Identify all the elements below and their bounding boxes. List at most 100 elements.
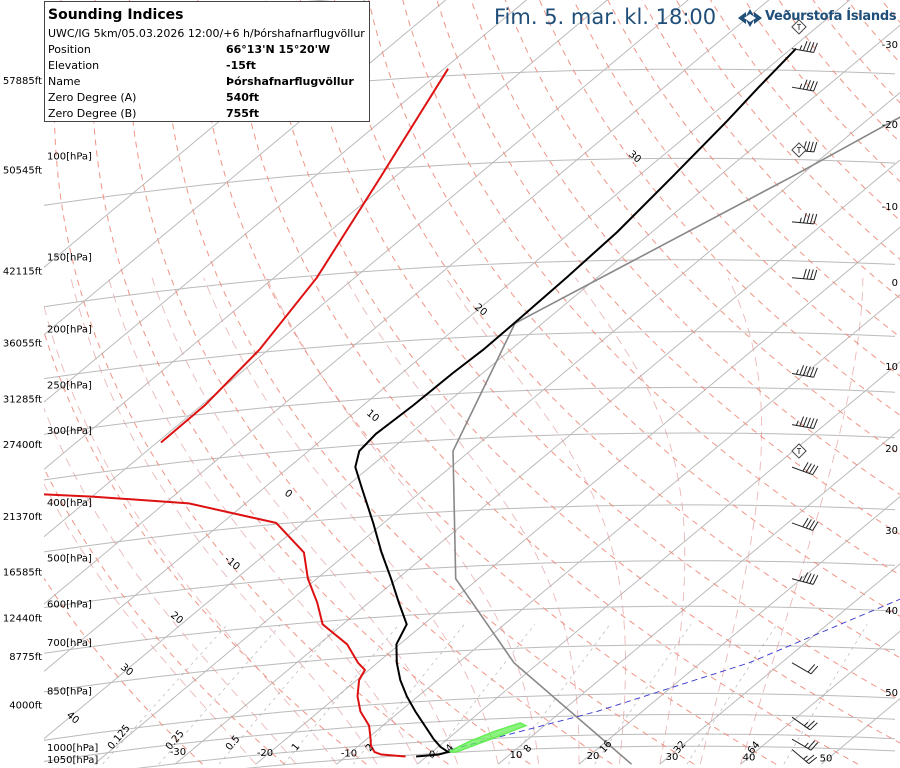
wind-barb-feather	[806, 720, 815, 729]
isotherm-label-right: -20	[882, 120, 898, 131]
indices-key: Elevation	[48, 59, 100, 72]
inline-temperature-label: 30	[118, 662, 135, 679]
wind-barb-staff	[791, 372, 814, 378]
wind-barb	[791, 749, 818, 765]
inline-temperature-label: 0	[282, 488, 294, 501]
moist-adiabat-line	[345, 277, 580, 765]
wind-barb-staff	[791, 522, 813, 531]
sounding-indices-panel: Sounding Indices UWC/IG 5km/05.03.2026 1…	[44, 1, 370, 122]
isotherm-line	[578, 496, 900, 765]
indices-title: Sounding Indices	[48, 7, 184, 23]
wind-barb-half-feather	[799, 575, 803, 582]
isobar-line	[44, 386, 896, 435]
altitude-label: 42115ft	[3, 267, 42, 278]
wind-barb-feather	[812, 521, 819, 531]
pressure-label: 1000[hPa]	[47, 743, 98, 754]
wind-barb	[791, 716, 818, 731]
inline-temperature-label: 30	[626, 149, 643, 166]
indices-value: 540ft	[226, 91, 260, 104]
wind-barb-staff	[791, 578, 814, 585]
wind-barb-staff	[791, 716, 811, 731]
wind-barb	[791, 40, 818, 53]
wind-barb-half-feather	[795, 420, 799, 426]
wind-barb-feather	[802, 79, 808, 90]
icing-marker	[791, 19, 807, 35]
wind-barb-feather	[802, 517, 809, 528]
mixing-ratio-line	[102, 624, 228, 765]
isobar-line	[244, 745, 896, 768]
isobar-line	[44, 692, 896, 741]
wind-barb-half-feather	[799, 83, 803, 89]
isotherm-line	[44, 0, 689, 538]
dry-adiabat-line	[299, 0, 900, 701]
cape-area	[447, 722, 528, 753]
wind-barb	[791, 79, 818, 92]
isobar-line	[44, 331, 896, 380]
mixing-ratio-line	[686, 624, 778, 765]
moist-adiabat-line	[44, 482, 257, 765]
mixing-ratio-line	[507, 624, 611, 765]
wind-barb-feather	[810, 742, 819, 751]
wind-barb-half-feather	[799, 217, 802, 223]
icing-marker	[791, 443, 807, 459]
wind-barb-feather	[808, 520, 816, 530]
wind-barb-half-feather	[799, 45, 803, 51]
altitude-label: 50545ft	[3, 165, 42, 176]
dry-adiabat-line	[333, 0, 900, 659]
isotherm-label-bottom: -10	[341, 749, 357, 760]
moist-adiabat-line	[44, 304, 337, 765]
wind-barb	[791, 268, 818, 281]
wind-barb-feather	[812, 465, 819, 475]
wind-barb-half-feather	[803, 721, 809, 727]
wind-barb-feather	[806, 41, 811, 52]
wind-barb-feather	[806, 366, 811, 377]
isotherm-label-bottom: 20	[587, 751, 600, 762]
wind-barb	[791, 365, 818, 378]
indices-subtitle: UWC/IG 5km/05.03.2026 12:00/+6 h/Þórshaf…	[48, 27, 365, 40]
wind-barb-feather	[813, 418, 818, 429]
wind-barb-feather	[806, 141, 811, 152]
isotherm-line	[44, 0, 608, 470]
isotherm-label-bottom: 40	[743, 753, 756, 764]
isotherm-line	[821, 698, 900, 765]
dry-adiabat-line	[44, 330, 367, 765]
isotherm-label-bottom: -20	[257, 748, 273, 759]
isotherm-line	[44, 0, 770, 605]
indices-row-elevation: Elevation -15ft	[48, 59, 368, 75]
moist-adiabat-line	[574, 277, 686, 765]
indices-value: 755ft	[226, 107, 260, 120]
moist-adiabat-line	[445, 277, 626, 765]
altitude-label: 27400ft	[3, 440, 42, 451]
altitude-label: 12440ft	[3, 613, 42, 624]
isotherm-line	[417, 361, 900, 765]
pressure-label: 700[hPa]	[47, 638, 92, 649]
wind-barb-feather	[809, 722, 818, 731]
isobar-line	[44, 714, 896, 762]
pressure-label: 600[hPa]	[47, 599, 92, 610]
indices-key: Position	[48, 43, 91, 56]
wind-barb-feather	[813, 81, 818, 92]
wind-barb-half-feather	[795, 369, 799, 375]
dry-adiabat-line	[162, 0, 695, 765]
isotherm-label-bottom: 0	[429, 749, 435, 760]
isotherm-line	[174, 159, 900, 765]
wind-barb-feather	[805, 463, 812, 473]
isotherm-label-right: 40	[885, 606, 898, 617]
isobar-line	[44, 432, 896, 481]
tropopause-line	[452, 116, 900, 765]
altitude-label: 16585ft	[3, 568, 42, 579]
mixing-ratio-label: 2	[364, 742, 377, 754]
isotherm-line	[336, 294, 900, 765]
wind-barb-staff	[791, 424, 814, 429]
dewpoint-upper-line	[160, 68, 449, 444]
altitude-label: 8775ft	[9, 652, 42, 663]
wind-barb-feather	[813, 142, 818, 153]
dewpoint-profile-line	[44, 493, 406, 758]
isobar-line	[136, 733, 896, 768]
inline-temperature-label: 10	[364, 408, 381, 425]
isotherm-label-right: 50	[885, 688, 898, 699]
mixing-ratio-label: 16	[598, 739, 615, 756]
pressure-label: 150[hPa]	[47, 253, 92, 264]
indices-value: Þórshafnarflugvöllur	[226, 75, 354, 88]
wind-barb-staff	[791, 466, 813, 476]
